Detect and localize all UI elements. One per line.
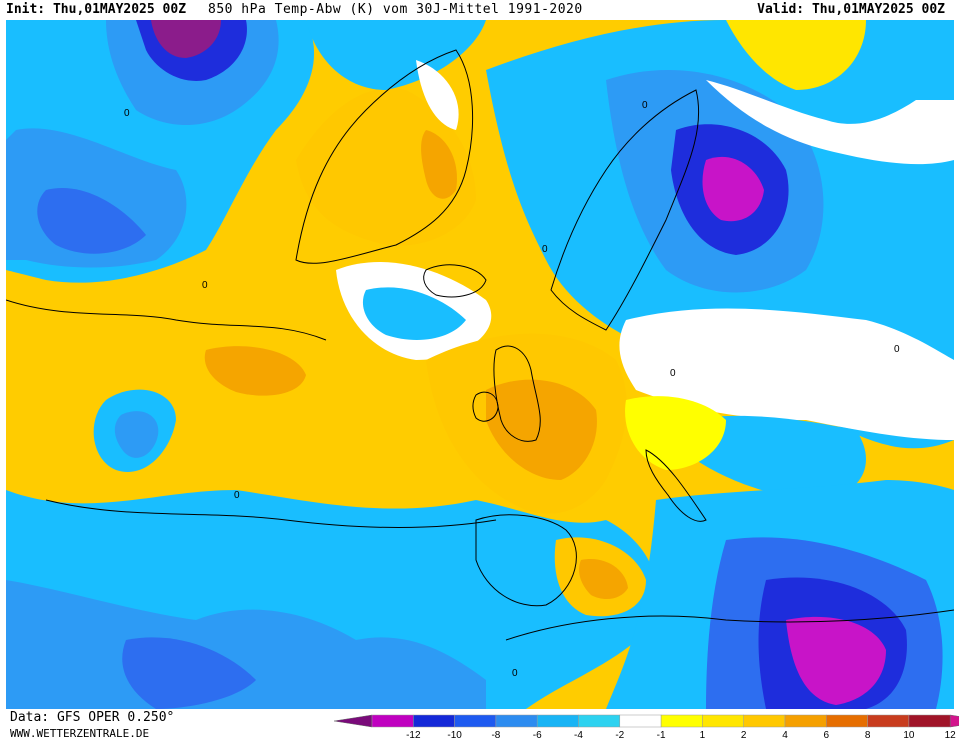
- uk-coast: [493, 345, 541, 442]
- baffin-cold-core: [151, 20, 221, 58]
- map-header: Init: Thu,01MAY2025 00Z 850 hPa Temp-Abw…: [0, 0, 959, 20]
- greenland-north-cold: [306, 20, 486, 90]
- arctic-warm-region: [726, 20, 866, 90]
- iberia-coast: [475, 514, 577, 607]
- legend-swatch: [619, 714, 662, 728]
- legend-swatch: [702, 714, 744, 728]
- legend-tick-label: 2: [741, 730, 747, 741]
- valid-label: Valid:: [757, 2, 805, 17]
- data-source-credit: Data: GFS OPER 0.250°: [10, 710, 175, 725]
- north-africa-cold-core: [786, 616, 886, 705]
- legend-swatch: [578, 714, 621, 728]
- contour-label: 0: [642, 100, 648, 111]
- contour-labels: 0 0 0 0 0 0 0 0: [124, 100, 900, 679]
- legend-swatch: [413, 714, 455, 728]
- italy-coast: [645, 449, 707, 522]
- arctic-white-band: [706, 80, 954, 165]
- canada-cold-deep: [37, 188, 146, 254]
- legend-swatches: [333, 714, 959, 728]
- greenland-warm-region: [296, 88, 476, 246]
- scandinavia-cold-core: [702, 156, 764, 222]
- legend-tick-label: 1: [700, 730, 706, 741]
- greenland-north-white: [416, 60, 459, 130]
- scandinavia-coast: [550, 89, 700, 331]
- website-credit: WWW.WETTERZENTRALE.DE: [10, 727, 150, 740]
- legend-tick-label: -4: [574, 730, 583, 741]
- anomaly-map-svg: 0 0 0 0 0 0 0 0: [6, 20, 954, 709]
- legend-swatch: [660, 714, 703, 728]
- contour-label: 0: [670, 368, 676, 379]
- contour-label: 0: [124, 108, 130, 119]
- map-footer: Data: GFS OPER 0.250° WWW.WETTERZENTRALE…: [0, 709, 959, 741]
- legend-swatch: [743, 714, 786, 728]
- legend-ticks: -12 -10 -8 -6 -4 -2 -1 1 2 4 6 8 10 12: [406, 730, 956, 741]
- eastern-europe-yellow: [625, 396, 726, 470]
- temperature-anomaly-map: 0 0 0 0 0 0 0 0: [6, 20, 954, 709]
- legend-tick-label: -2: [615, 730, 624, 741]
- legend-swatch: [784, 714, 827, 728]
- valid-time: Valid: Thu,01MAY2025 00Z: [757, 0, 945, 20]
- contour-label: 0: [512, 668, 518, 679]
- contour-zero-south: [45, 499, 497, 528]
- legend-tick-label: 8: [865, 730, 871, 741]
- balkans-cold: [686, 415, 866, 500]
- greenland-coast: [295, 49, 474, 264]
- legend-swatch: [826, 714, 868, 728]
- legend-tick-label: 12: [945, 730, 957, 741]
- iceland-coast: [423, 264, 487, 298]
- legend-swatch: [908, 714, 951, 728]
- western-europe-warm-core: [486, 379, 597, 480]
- coastlines: [6, 49, 954, 641]
- color-scale-legend: -12 -10 -8 -6 -4 -2 -1 1 2 4 6 8 10 12: [333, 714, 959, 741]
- iberia-warm-core: [579, 559, 628, 600]
- legend-tick-label: -6: [533, 730, 542, 741]
- contour-label: 0: [894, 344, 900, 355]
- legend-tick-label: -1: [657, 730, 666, 741]
- init-label: Init:: [6, 2, 46, 17]
- mid-atlantic-warm-core: [204, 346, 306, 396]
- valid-value: Thu,01MAY2025 00Z: [811, 2, 945, 17]
- legend-arrow-high: [949, 714, 959, 728]
- atlantic-cold-deep: [122, 637, 256, 709]
- legend-tick-label: 6: [824, 730, 830, 741]
- legend-tick-label: -10: [447, 730, 462, 741]
- contour-label: 0: [234, 490, 240, 501]
- init-value: Thu,01MAY2025 00Z: [52, 2, 187, 17]
- iceland-cold-inner: [362, 287, 466, 340]
- init-time: Init: Thu,01MAY2025 00Z: [6, 0, 186, 20]
- legend-swatch: [495, 714, 538, 728]
- contour-label: 0: [202, 280, 208, 291]
- legend-tick-label: -12: [406, 730, 421, 741]
- north-africa-coast: [505, 609, 954, 641]
- legend-swatch: [371, 714, 414, 728]
- legend-arrow-low: [333, 714, 373, 728]
- map-title: 850 hPa Temp-Abw (K) vom 30J-Mittel 1991…: [208, 2, 583, 17]
- legend-swatch: [867, 714, 910, 728]
- atlantic-cold-pocket-core: [114, 411, 159, 458]
- legend-tick-label: -8: [491, 730, 500, 741]
- contour-zero-atlantic: [6, 299, 327, 341]
- legend-tick-label: 4: [782, 730, 788, 741]
- ireland-coast: [472, 391, 499, 422]
- legend-tick-label: 10: [903, 730, 915, 741]
- legend-swatch: [536, 714, 579, 728]
- contour-label: 0: [542, 244, 548, 255]
- greenland-warm-core: [421, 130, 457, 199]
- legend-swatch: [454, 714, 497, 728]
